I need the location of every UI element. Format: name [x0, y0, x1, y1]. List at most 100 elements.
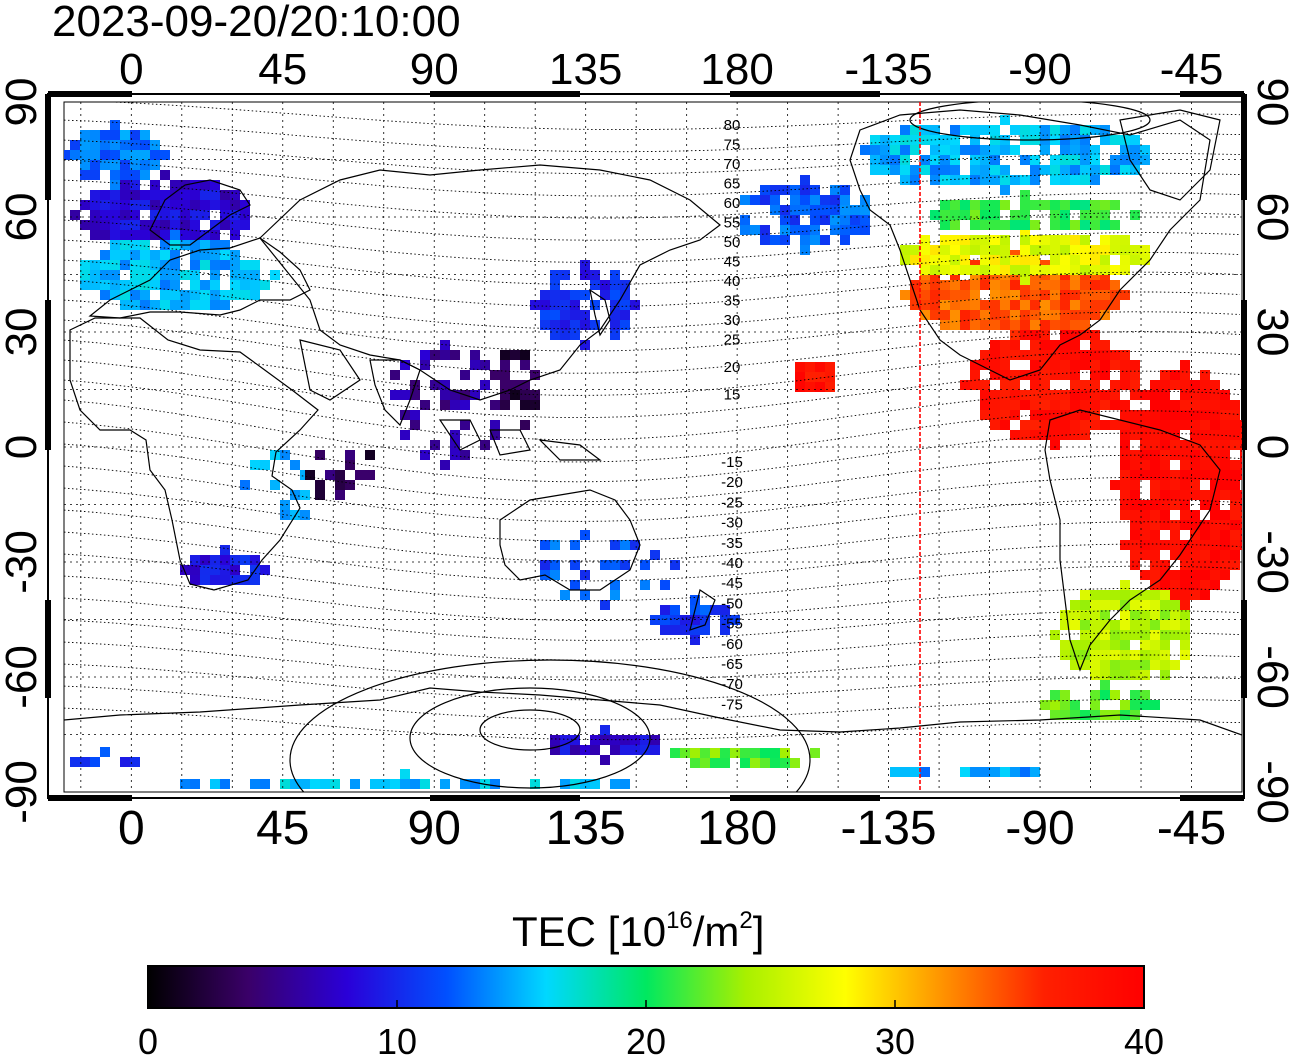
tec-cell [1000, 320, 1010, 330]
tec-cell [1160, 570, 1170, 580]
tec-cell [870, 145, 880, 155]
tec-cell [1180, 540, 1190, 550]
tec-cell [1130, 490, 1140, 500]
tec-cell [130, 170, 140, 180]
tec-cell [1060, 175, 1070, 185]
tec-cell [1190, 430, 1200, 440]
tec-cell [520, 350, 530, 360]
tec-cell [640, 560, 650, 570]
tec-cell [815, 382, 825, 392]
tec-cell [620, 300, 630, 310]
tec-cell [110, 200, 120, 210]
tec-cell [1180, 410, 1190, 420]
tec-cell [1000, 390, 1010, 400]
tec-cell [190, 779, 200, 789]
tec-cell [600, 725, 610, 735]
tec-cell [1080, 265, 1090, 275]
tec-cell [150, 260, 160, 270]
tec-cell [1150, 620, 1160, 630]
tec-cell [640, 745, 650, 755]
tec-cell [1100, 255, 1110, 265]
tec-cell [690, 625, 700, 635]
tec-cell [1160, 420, 1170, 430]
tec-cell [1150, 390, 1160, 400]
tec-cell [1210, 440, 1220, 450]
tec-cell [910, 165, 920, 175]
tec-cell [1160, 520, 1170, 530]
tec-cell [1020, 255, 1030, 265]
tec-cell [1110, 135, 1120, 145]
tec-cell [830, 225, 840, 235]
tec-cell [1110, 265, 1120, 275]
tec-cell [570, 560, 580, 570]
tec-cell [440, 390, 450, 400]
tec-cell [1060, 220, 1070, 230]
tec-cell [1240, 490, 1242, 500]
tec-cell [940, 165, 950, 175]
tec-cell [1070, 145, 1080, 155]
tec-cell [190, 565, 200, 575]
tec-cell [400, 360, 410, 370]
tec-cell [570, 300, 580, 310]
tec-cell [210, 250, 220, 260]
tec-cell [1040, 350, 1050, 360]
tec-cell [990, 175, 1000, 185]
tec-cell [560, 320, 570, 330]
tec-cell [460, 779, 470, 789]
tec-cell [1080, 300, 1090, 310]
tec-cell [1130, 600, 1140, 610]
tec-cell [1100, 390, 1110, 400]
tec-cell [980, 210, 990, 220]
tec-cell [780, 235, 790, 245]
tec-cell [1130, 360, 1140, 370]
tec-cell [1120, 450, 1130, 460]
tec-cell [1020, 175, 1030, 185]
tec-cell [960, 125, 970, 135]
tec-cell [1130, 390, 1140, 400]
tec-cell [1110, 220, 1120, 230]
tec-cell [210, 555, 220, 565]
tec-cell [770, 235, 780, 245]
tec-cell [90, 150, 100, 160]
tec-cell [760, 225, 770, 235]
tec-cell [260, 460, 270, 470]
tec-cell [1110, 165, 1120, 175]
tec-cell [990, 300, 1000, 310]
tec-cell [610, 330, 620, 340]
mag-contour [64, 707, 1241, 741]
tec-cell [1180, 600, 1190, 610]
tec-cell [580, 320, 590, 330]
tec-cell [365, 450, 375, 460]
tec-cell [300, 510, 310, 520]
tec-cell [520, 380, 530, 390]
tec-cell [70, 140, 80, 150]
tec-cell [680, 748, 690, 758]
tec-cell [180, 210, 190, 220]
tec-cell [270, 270, 280, 280]
tec-cell [140, 250, 150, 260]
tec-cell [780, 205, 790, 215]
left-lat-label: -90 [0, 760, 46, 824]
tec-cell [1230, 460, 1240, 470]
tec-cell [1020, 430, 1030, 440]
tec-cell [830, 215, 840, 225]
tec-cell [1180, 510, 1190, 520]
tec-cell [1200, 390, 1210, 400]
tec-cell [970, 360, 980, 370]
tec-cell [100, 220, 110, 230]
tec-cell [365, 470, 375, 480]
tec-cell [960, 210, 970, 220]
tec-cell [1200, 530, 1210, 540]
mag-contour [64, 465, 1241, 522]
tec-cell [1180, 400, 1190, 410]
tec-cell [140, 240, 150, 250]
tec-cell [990, 245, 1000, 255]
tec-cell [1140, 420, 1150, 430]
tec-cell [500, 360, 510, 370]
tec-cell [950, 265, 960, 275]
tec-cell [1090, 400, 1100, 410]
tec-cell [1110, 390, 1120, 400]
mag-lat-label: -25 [721, 494, 743, 511]
tec-cell [970, 300, 980, 310]
